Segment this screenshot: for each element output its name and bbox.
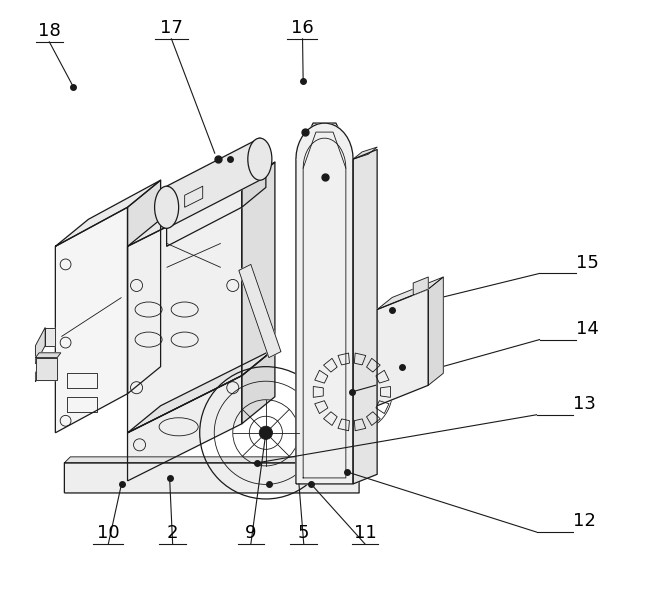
Polygon shape bbox=[127, 376, 242, 481]
Polygon shape bbox=[377, 289, 428, 405]
Text: 18: 18 bbox=[38, 22, 61, 40]
Polygon shape bbox=[296, 123, 353, 159]
Ellipse shape bbox=[154, 186, 179, 228]
Polygon shape bbox=[428, 277, 443, 385]
Text: 14: 14 bbox=[576, 320, 598, 337]
Text: 15: 15 bbox=[576, 254, 598, 271]
Text: 11: 11 bbox=[354, 524, 377, 542]
Polygon shape bbox=[36, 328, 45, 364]
Polygon shape bbox=[45, 358, 56, 367]
Text: 13: 13 bbox=[572, 395, 596, 413]
Polygon shape bbox=[242, 348, 275, 424]
Polygon shape bbox=[167, 171, 242, 246]
Polygon shape bbox=[56, 180, 161, 246]
Text: 10: 10 bbox=[97, 524, 120, 542]
Polygon shape bbox=[36, 353, 61, 358]
Polygon shape bbox=[127, 189, 242, 433]
Polygon shape bbox=[127, 348, 275, 433]
Circle shape bbox=[342, 382, 362, 402]
Polygon shape bbox=[127, 162, 275, 246]
Polygon shape bbox=[296, 123, 353, 484]
Polygon shape bbox=[36, 358, 45, 382]
Polygon shape bbox=[65, 457, 353, 463]
Polygon shape bbox=[36, 358, 57, 381]
Polygon shape bbox=[56, 207, 127, 433]
Text: 12: 12 bbox=[572, 512, 596, 531]
Ellipse shape bbox=[248, 138, 272, 180]
Polygon shape bbox=[353, 149, 377, 484]
Circle shape bbox=[259, 426, 273, 439]
Text: 5: 5 bbox=[298, 524, 309, 542]
Polygon shape bbox=[45, 328, 56, 345]
Polygon shape bbox=[413, 277, 428, 295]
Polygon shape bbox=[239, 265, 281, 358]
Text: 17: 17 bbox=[160, 19, 183, 37]
Polygon shape bbox=[127, 180, 161, 394]
Polygon shape bbox=[185, 186, 203, 207]
Polygon shape bbox=[242, 151, 266, 207]
Polygon shape bbox=[65, 463, 359, 493]
Polygon shape bbox=[167, 151, 266, 210]
Polygon shape bbox=[242, 162, 275, 376]
Text: 9: 9 bbox=[245, 524, 256, 542]
Polygon shape bbox=[377, 277, 443, 310]
Text: 16: 16 bbox=[291, 19, 313, 37]
Polygon shape bbox=[167, 138, 260, 228]
Text: 2: 2 bbox=[167, 524, 178, 542]
Polygon shape bbox=[353, 147, 377, 159]
